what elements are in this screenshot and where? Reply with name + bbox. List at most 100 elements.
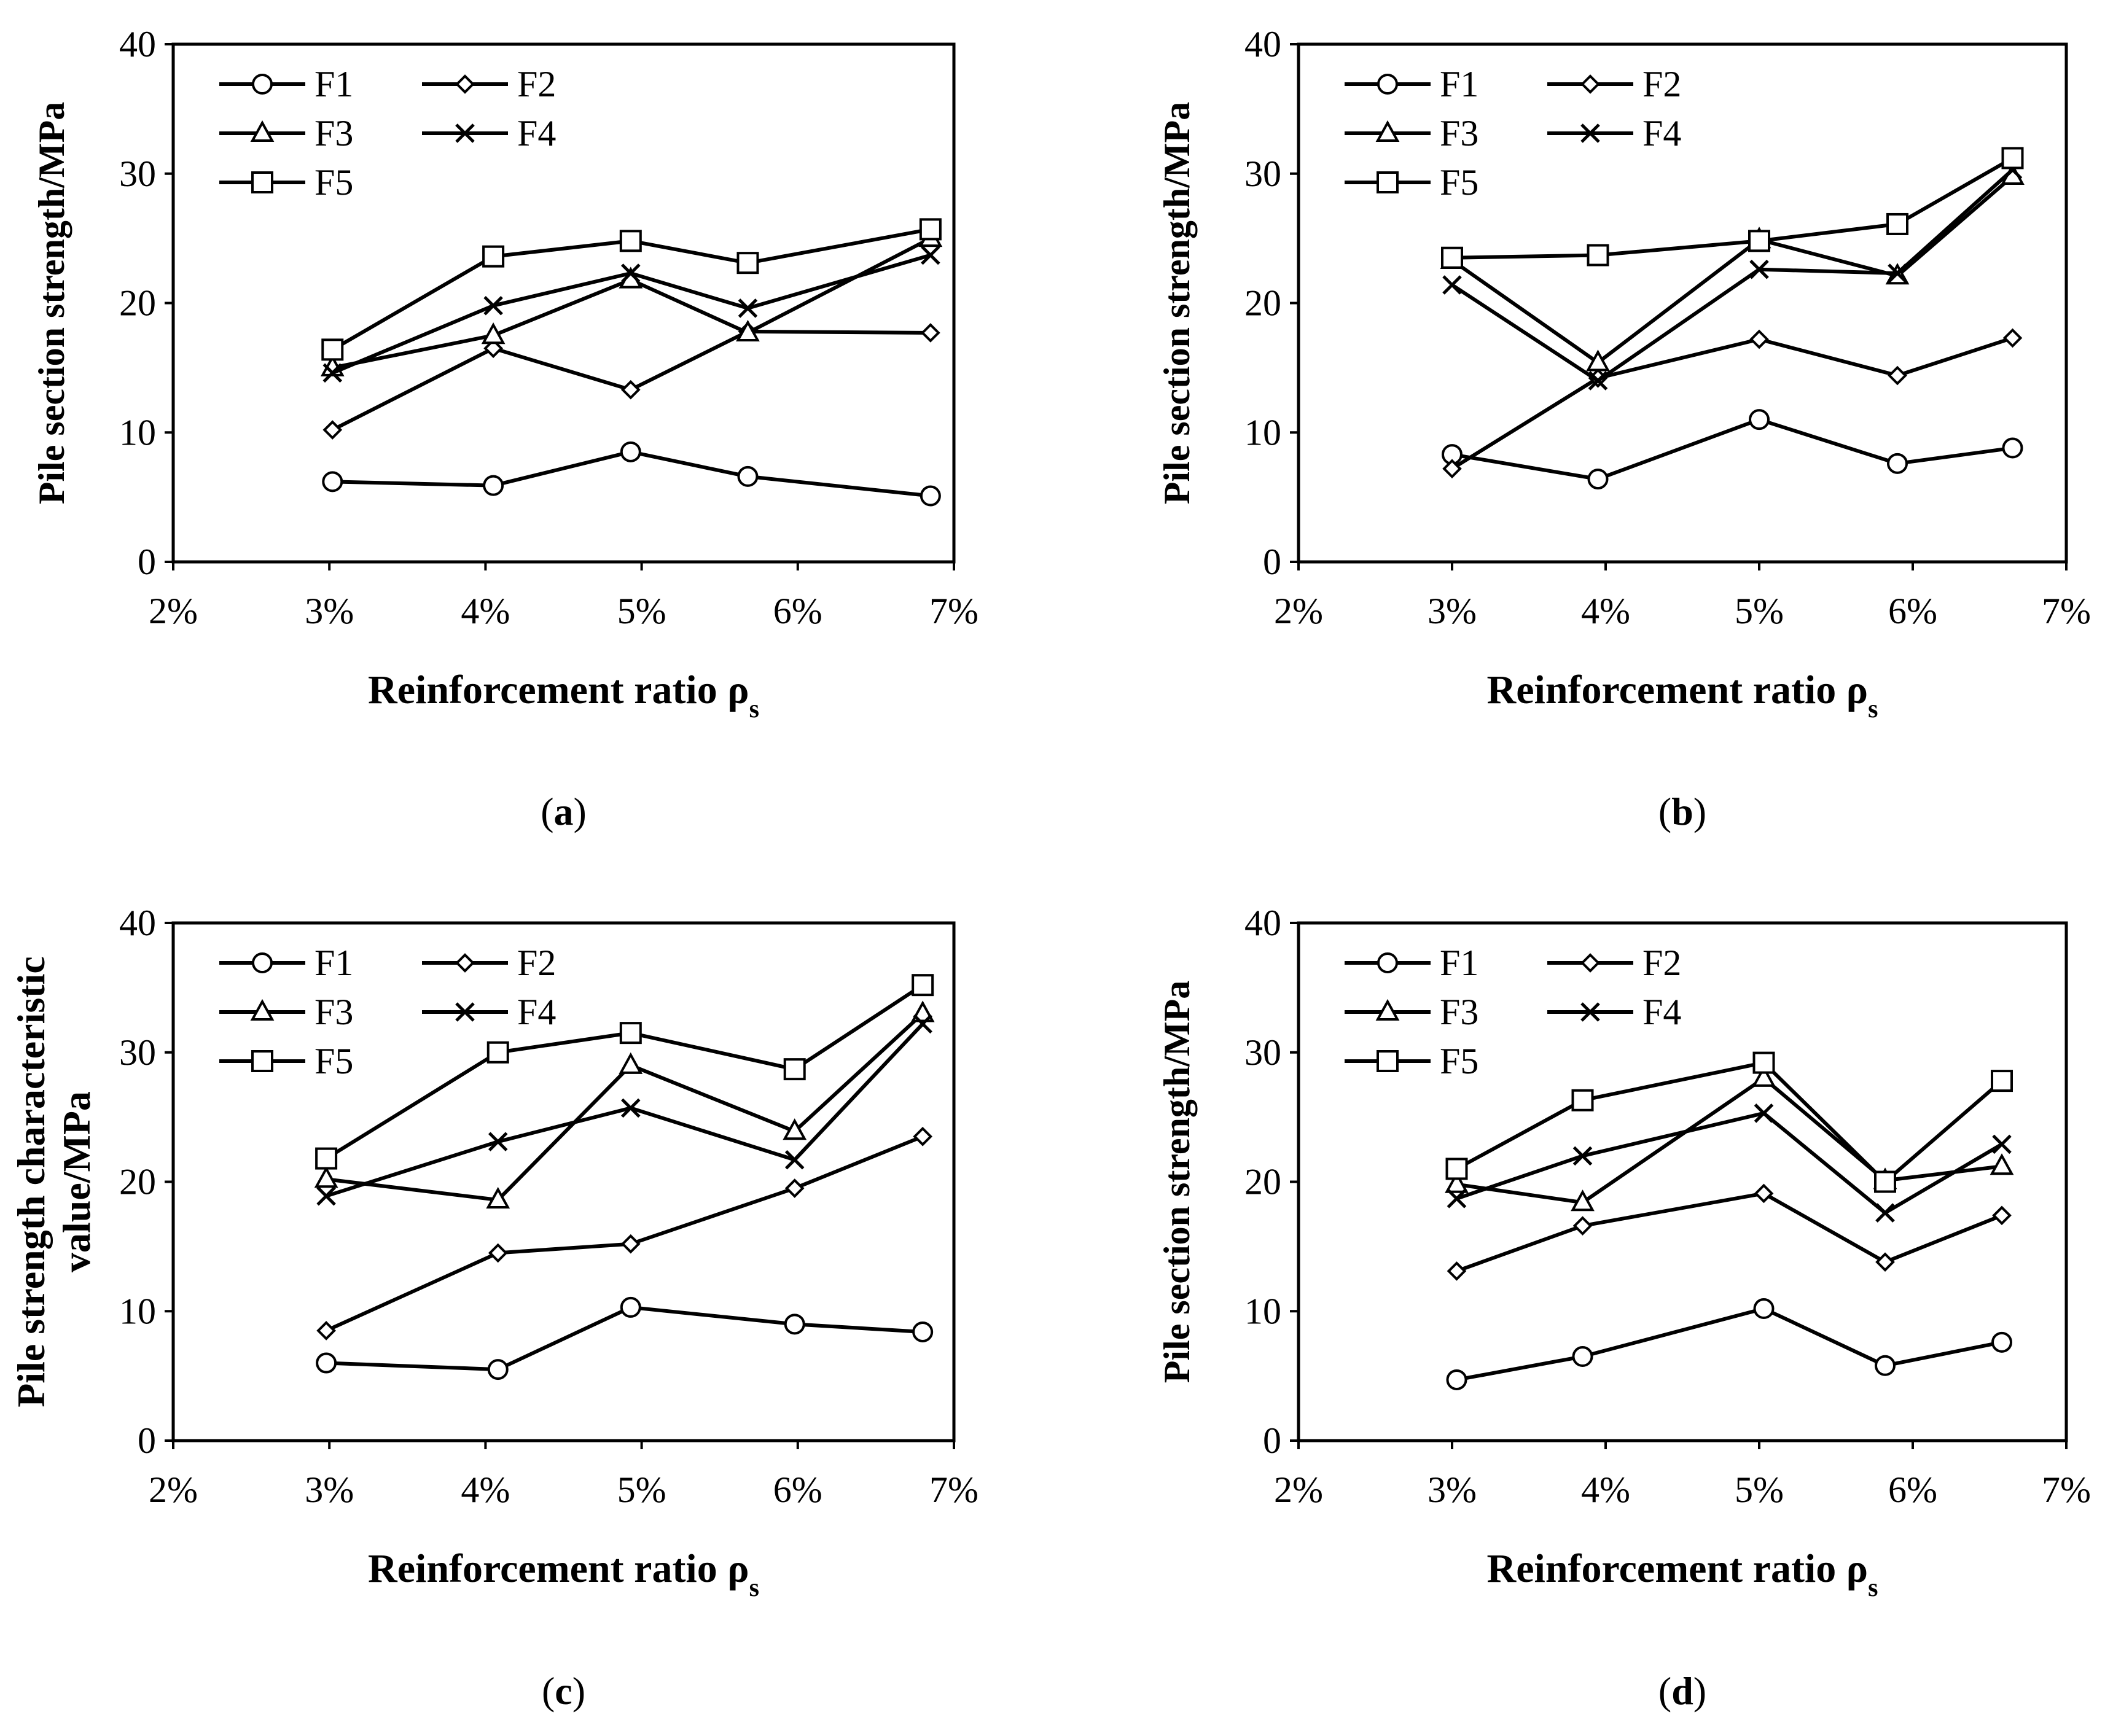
y-tick-label: 0 bbox=[1263, 542, 1281, 582]
series-line bbox=[1451, 336, 2013, 470]
data-point bbox=[1875, 1252, 1895, 1272]
data-point bbox=[1446, 1369, 1467, 1390]
y-tick-label: 0 bbox=[1263, 1420, 1281, 1461]
data-point bbox=[1748, 230, 1770, 252]
marker-stroke bbox=[1754, 1103, 1774, 1123]
y-tick-label: 30 bbox=[119, 1032, 156, 1073]
legend-label: F5 bbox=[1440, 162, 1478, 203]
legend-label: F1 bbox=[1440, 64, 1478, 104]
data-point bbox=[1749, 409, 1770, 430]
legend-marker bbox=[1580, 123, 1600, 143]
legend-entry-f4: F4 bbox=[1547, 992, 1681, 1032]
marker-stroke bbox=[488, 1132, 508, 1151]
x-tick-label: 2% bbox=[1274, 1469, 1323, 1510]
y-axis-title: Pile section strength/MPa bbox=[31, 102, 72, 504]
marker-stroke bbox=[1442, 275, 1462, 295]
marker-stroke bbox=[455, 1002, 475, 1022]
x-tick-label: 3% bbox=[1428, 1469, 1477, 1510]
y-tick-label: 40 bbox=[1244, 903, 1281, 943]
legend-label: F4 bbox=[1642, 992, 1681, 1032]
data-point bbox=[912, 1321, 934, 1342]
data-point bbox=[483, 338, 503, 359]
x-tick-label: 2% bbox=[1274, 591, 1323, 631]
series-f2 bbox=[322, 322, 940, 440]
data-point bbox=[321, 338, 344, 361]
y-tick-label: 0 bbox=[138, 1420, 156, 1461]
marker-stroke bbox=[1447, 1189, 1467, 1209]
panel-label: (d) bbox=[1658, 1669, 1706, 1713]
data-point bbox=[621, 263, 641, 283]
data-point bbox=[486, 1041, 509, 1064]
data-point bbox=[620, 1296, 641, 1318]
x-tick-label: 5% bbox=[1735, 591, 1784, 631]
data-point bbox=[919, 218, 942, 241]
series-f1 bbox=[1446, 1298, 2012, 1390]
legend-marker bbox=[1375, 998, 1400, 1021]
marker-stroke bbox=[921, 245, 940, 265]
data-point bbox=[736, 319, 760, 341]
legend-marker bbox=[455, 953, 475, 973]
data-point bbox=[1875, 1203, 1895, 1223]
y-tick-label: 20 bbox=[119, 283, 156, 324]
x-axis-title: Reinforcement ratio ρs bbox=[1487, 668, 1878, 723]
series-f3 bbox=[314, 1000, 935, 1209]
data-point bbox=[1442, 275, 1462, 295]
data-point bbox=[2001, 147, 2024, 169]
x-tick-label: 4% bbox=[461, 1469, 510, 1510]
marker-stroke bbox=[621, 1098, 641, 1118]
x-tick-label: 5% bbox=[617, 1469, 666, 1510]
series-f5 bbox=[1441, 147, 2024, 269]
data-point bbox=[1749, 329, 1769, 349]
legend-entry-f3: F3 bbox=[1345, 992, 1478, 1032]
data-point bbox=[620, 380, 641, 400]
data-point bbox=[1587, 469, 1609, 490]
marker-stroke bbox=[1992, 1134, 2012, 1154]
data-point bbox=[1572, 1146, 1593, 1166]
legend-marker bbox=[455, 74, 475, 94]
chart-panel-4: 0 10 20 30 40 2% 3% 4% 5% 6% 7% Reinforcement ratio… bbox=[1157, 903, 2091, 1602]
legend-entry-f2: F2 bbox=[422, 943, 556, 983]
x-tick-label: 7% bbox=[929, 591, 978, 631]
data-point bbox=[1992, 1134, 2012, 1154]
series-f2 bbox=[1447, 1183, 2012, 1281]
series-line bbox=[331, 329, 931, 432]
data-point bbox=[784, 1150, 805, 1170]
y-axis-title-line1: Pile strength characteristic bbox=[9, 956, 53, 1407]
legend-entry-f3: F3 bbox=[219, 113, 353, 154]
x-tick-label: 2% bbox=[149, 591, 198, 631]
data-point bbox=[783, 1118, 807, 1140]
x-tick-label: 5% bbox=[1735, 1469, 1784, 1510]
x-axis-title: Reinforcement ratio ρs bbox=[368, 1546, 759, 1602]
legend-entry-f3: F3 bbox=[219, 992, 353, 1032]
series-f5 bbox=[1445, 1051, 2013, 1193]
data-point bbox=[1875, 1355, 1896, 1376]
data-point bbox=[783, 1058, 806, 1081]
series-f4 bbox=[322, 245, 940, 383]
chart-panel-2: 0 10 20 30 40 2% 3% 4% 5% 6% 7% Reinforcement ratio… bbox=[1157, 24, 2091, 723]
data-point bbox=[481, 322, 506, 344]
legend-label: F3 bbox=[314, 992, 353, 1032]
y-tick-label: 10 bbox=[119, 1291, 156, 1331]
legend-entry-f5: F5 bbox=[219, 162, 353, 203]
legend-marker bbox=[1580, 74, 1600, 94]
plot-frame bbox=[1297, 42, 2068, 564]
panel-label: (c) bbox=[542, 1669, 585, 1713]
legend-entry-f2: F2 bbox=[422, 64, 556, 104]
data-point bbox=[1752, 1065, 1776, 1087]
legend-entry-f2: F2 bbox=[1547, 943, 1681, 983]
data-point bbox=[738, 298, 758, 318]
data-point bbox=[1753, 1298, 1775, 1320]
data-point bbox=[784, 1178, 805, 1198]
y-tick-label: 10 bbox=[1244, 1291, 1281, 1331]
data-point bbox=[487, 1359, 509, 1380]
data-point bbox=[1991, 1331, 2012, 1353]
y-tick-label: 40 bbox=[1244, 24, 1281, 64]
data-point bbox=[619, 1022, 642, 1045]
data-point bbox=[921, 323, 940, 343]
y-axis-title: Pile section strength/MPa bbox=[1157, 981, 1197, 1383]
data-point bbox=[921, 245, 940, 265]
data-point bbox=[1447, 1189, 1467, 1209]
x-tick-label: 2% bbox=[149, 1469, 198, 1510]
data-point bbox=[1752, 1051, 1775, 1074]
y-tick-label: 10 bbox=[119, 412, 156, 453]
